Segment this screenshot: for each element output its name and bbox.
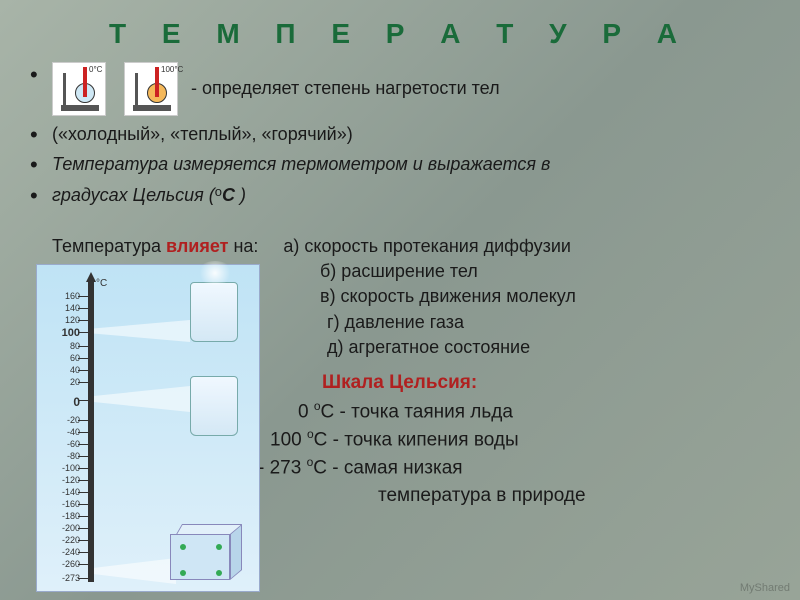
thermometer-tick: [78, 504, 94, 505]
thermometer-tick-label: 160: [52, 291, 80, 301]
thermometer-tick-label: -20: [52, 415, 80, 425]
apparatus-cold-icon: 0°C: [52, 62, 106, 116]
scale-point-0: 0 oC - точка таяния льда: [258, 398, 586, 426]
bullet-1-text: - определяет степень нагретости тел: [191, 78, 500, 98]
watermark: MyShared: [740, 582, 790, 594]
bullet-list: 0°C 100°C - определяет степень нагретост…: [24, 62, 780, 213]
bullet-1: 0°C 100°C - определяет степень нагретост…: [24, 62, 780, 116]
thermometer-tick: [78, 308, 94, 309]
thermometer-tick: [78, 456, 94, 457]
thermometer-tick: [78, 468, 94, 469]
thermometer-tick-label: 20: [52, 377, 80, 387]
thermometer-tick: [78, 370, 94, 371]
thermometer-tick: [78, 400, 94, 401]
thermometer-tick: [78, 296, 94, 297]
thermometer-tick: [78, 358, 94, 359]
thermometer-tick: [78, 332, 94, 333]
thermometer-tick-label: -60: [52, 439, 80, 449]
thermometer-tick-label: 120: [52, 315, 80, 325]
bullet-2: («холодный», «теплый», «горячий»): [24, 122, 780, 146]
thermometer-tick-label: -240: [52, 547, 80, 557]
thermometer-unit: °C: [96, 278, 107, 289]
thermometer-tick-label: 100: [52, 327, 80, 339]
thermometer-tick: [78, 382, 94, 383]
thermometer-tick: [78, 432, 94, 433]
thermometer-tick-label: -140: [52, 487, 80, 497]
scale-point-273: - 273 oC - самая низкая: [258, 454, 586, 482]
boiling-glass-icon: [190, 282, 238, 342]
thermometer-tick-label: -180: [52, 511, 80, 521]
scale-points: 0 oC - точка таяния льда 100 oC - точка …: [258, 398, 586, 509]
bullet-3a: Температура измеряется термометром и выр…: [24, 152, 780, 176]
thermometer-tick-label: -160: [52, 499, 80, 509]
thermometer-tick: [78, 346, 94, 347]
scale-title: Шкала Цельсия:: [322, 372, 477, 394]
thermometer-tick: [78, 516, 94, 517]
thermometer-arrow-icon: [86, 272, 96, 282]
thermometer-tick: [78, 492, 94, 493]
thermometer-tick: [78, 564, 94, 565]
page-title: Т Е М П Е Р А Т У Р А: [0, 18, 800, 50]
thermometer-tick-label: 140: [52, 303, 80, 313]
thermometer-tick: [78, 578, 94, 579]
thermometer-tick-label: -220: [52, 535, 80, 545]
apparatus-icons: 0°C 100°C: [52, 62, 178, 116]
thermometer-tick-label: -100: [52, 463, 80, 473]
thermometer-tick: [78, 540, 94, 541]
thermometer-tick: [78, 444, 94, 445]
thermometer-tick: [78, 480, 94, 481]
thermometer-tick-label: -40: [52, 427, 80, 437]
scale-point-273b: температура в природе: [258, 482, 586, 510]
bullet-3b: градусах Цельсия (oC ): [24, 183, 780, 207]
thermometer-tick-label: -120: [52, 475, 80, 485]
thermometer-tick: [78, 420, 94, 421]
thermometer-scale: °C 160 140 120 100 80 60 40 20 0 -20 -40 -60 -80 -100…: [48, 272, 104, 586]
ice-cube-icon: [170, 524, 244, 586]
thermometer-tick: [78, 528, 94, 529]
thermometer-tick-label: -260: [52, 559, 80, 569]
thermometer-tick-label: -273: [52, 573, 80, 583]
apparatus-hot-icon: 100°C: [124, 62, 178, 116]
thermometer-tick-label: 60: [52, 353, 80, 363]
thermometer-tick-label: -200: [52, 523, 80, 533]
thermometer-figure: °C 160 140 120 100 80 60 40 20 0 -20 -40 -60 -80 -100…: [36, 264, 260, 592]
scale-point-100: 100 oC - точка кипения воды: [258, 426, 586, 454]
water-glass-icon: [190, 376, 238, 436]
thermometer-tick-label: 80: [52, 341, 80, 351]
thermometer-tick: [78, 552, 94, 553]
thermometer-tick: [78, 320, 94, 321]
affects-lead-row: Температура влияет на: а) скорость проте…: [52, 234, 576, 259]
thermometer-tick-label: 0: [52, 395, 80, 409]
thermometer-tick-label: 40: [52, 365, 80, 375]
thermometer-tick-label: -80: [52, 451, 80, 461]
